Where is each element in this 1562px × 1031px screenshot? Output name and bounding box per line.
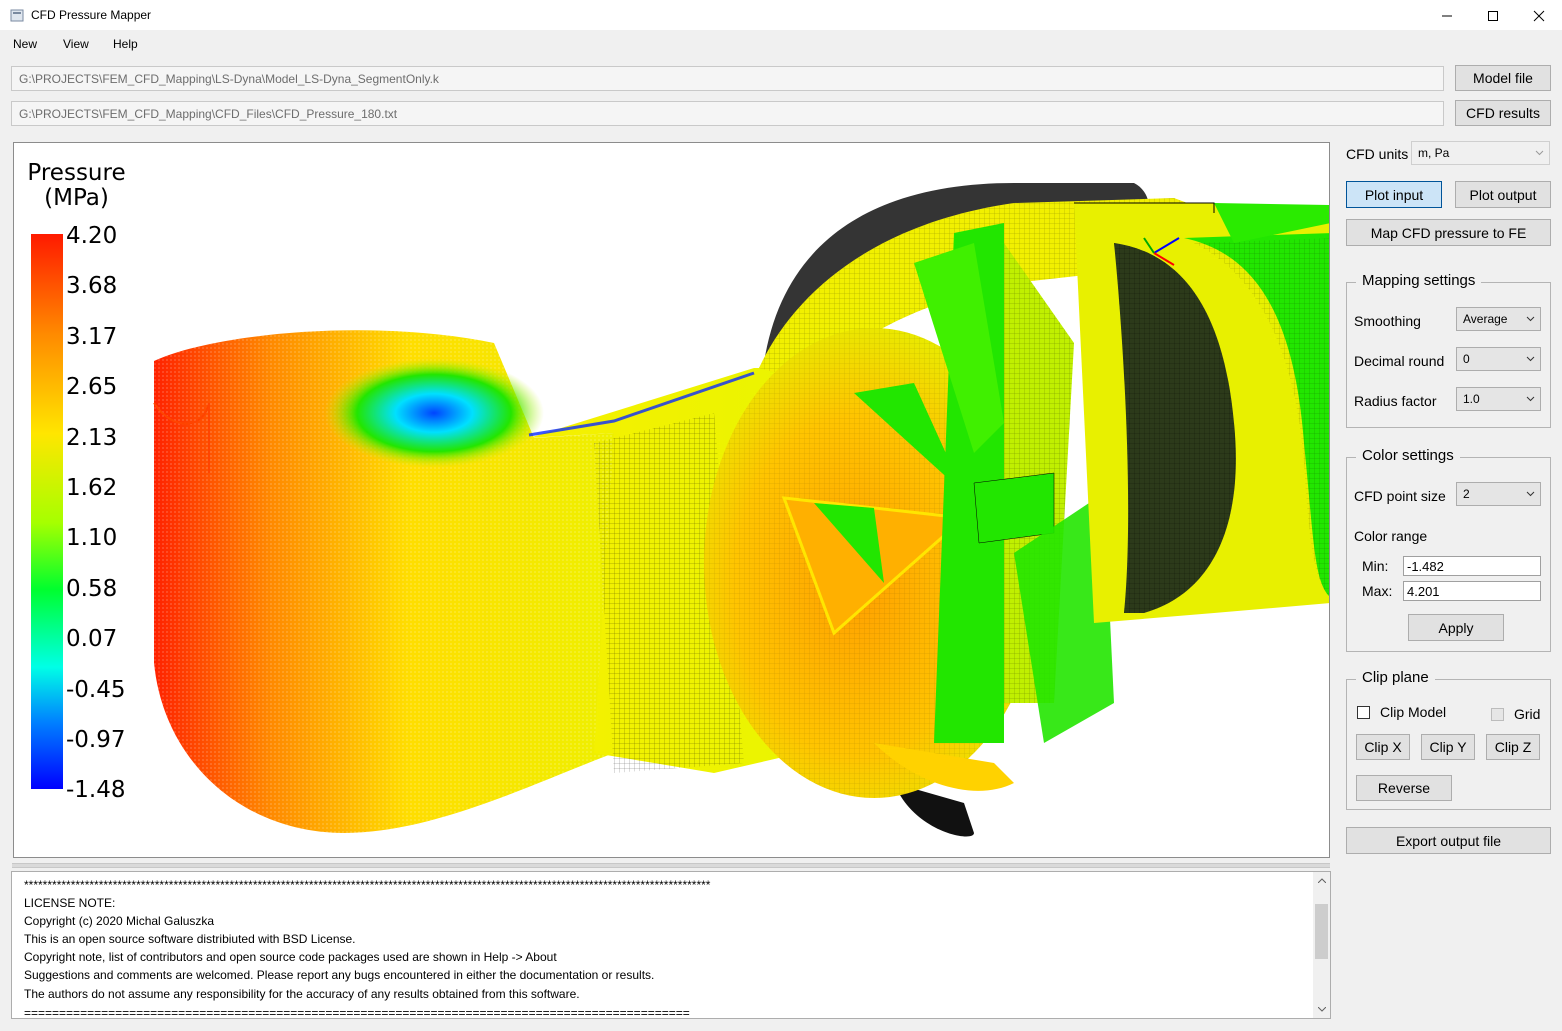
- decimal-round-value: 0: [1463, 352, 1470, 366]
- chevron-down-icon: [1526, 316, 1535, 322]
- menu-help[interactable]: Help: [113, 37, 138, 51]
- legend-tick-label: 2.13: [66, 424, 118, 451]
- log-line: The authors do not assume any responsibi…: [24, 987, 580, 1001]
- clip-x-button[interactable]: Clip X: [1356, 734, 1410, 760]
- radius-factor-label: Radius factor: [1354, 393, 1437, 409]
- mapping-settings-group: Mapping settings: [1346, 272, 1551, 428]
- cfd-file-path[interactable]: G:\PROJECTS\FEM_CFD_Mapping\CFD_Files\CF…: [11, 101, 1444, 126]
- menu-new[interactable]: New: [13, 37, 38, 51]
- legend-tick-label: 1.62: [66, 475, 118, 501]
- close-button[interactable]: [1516, 0, 1562, 31]
- chevron-down-icon: [1526, 396, 1535, 402]
- plot-output-button[interactable]: Plot output: [1455, 181, 1551, 208]
- plot-input-button[interactable]: Plot input: [1346, 181, 1442, 208]
- log-line: LICENSE NOTE:: [24, 896, 116, 910]
- splitter-handle[interactable]: [12, 863, 1330, 868]
- legend-tick-label: -1.48: [66, 777, 126, 804]
- reverse-button[interactable]: Reverse: [1356, 775, 1452, 801]
- menu-bar: New View Help: [0, 31, 1562, 57]
- point-size-label: CFD point size: [1354, 488, 1446, 504]
- legend-tick-label: 1.10: [66, 525, 118, 552]
- decimal-round-label: Decimal round: [1354, 353, 1445, 369]
- max-input[interactable]: 4.201: [1403, 581, 1541, 601]
- outlet-cone-mesh: [1074, 202, 1329, 623]
- smoothing-select[interactable]: Average: [1456, 307, 1541, 331]
- legend-tick-label: -0.45: [66, 676, 126, 703]
- chevron-down-icon: [1526, 356, 1535, 362]
- clip-model-checkbox[interactable]: [1357, 706, 1370, 719]
- cfd-units-label: CFD units: [1346, 146, 1409, 162]
- clip-model-label: Clip Model: [1380, 704, 1447, 720]
- cfd-units-select[interactable]: m, Pa: [1411, 141, 1550, 165]
- log-line: Suggestions and comments are welcomed. P…: [24, 968, 655, 982]
- export-output-button[interactable]: Export output file: [1346, 827, 1551, 854]
- point-size-value: 2: [1463, 487, 1470, 501]
- window-title: CFD Pressure Mapper: [31, 8, 152, 22]
- smoothing-value: Average: [1463, 312, 1508, 326]
- point-size-select[interactable]: 2: [1456, 482, 1541, 506]
- log-scrollbar[interactable]: [1313, 872, 1330, 1018]
- log-line: Copyright note, list of contributors and…: [24, 950, 557, 964]
- radius-factor-select[interactable]: 1.0: [1456, 387, 1541, 411]
- minimize-button[interactable]: [1424, 0, 1470, 31]
- turbine-blades: [874, 223, 1114, 791]
- axis-triad: [1143, 237, 1180, 266]
- maximize-icon: [1488, 10, 1498, 21]
- model-file-path[interactable]: G:\PROJECTS\FEM_CFD_Mapping\LS-Dyna\Mode…: [11, 66, 1444, 91]
- chevron-down-icon: [1526, 491, 1535, 497]
- legend-tick-label: 3.17: [66, 323, 118, 350]
- log-line: ========================================…: [24, 1006, 690, 1019]
- log-output[interactable]: ****************************************…: [11, 871, 1331, 1019]
- smoothing-label: Smoothing: [1354, 313, 1421, 329]
- log-line: ****************************************…: [24, 878, 711, 892]
- min-input[interactable]: -1.482: [1403, 556, 1541, 576]
- legend-tick-label: 2.65: [66, 374, 118, 401]
- log-line: Copyright (c) 2020 Michal Galuszka: [24, 914, 215, 928]
- pressure-colorbar: [31, 234, 63, 789]
- grid-label: Grid: [1514, 706, 1541, 722]
- cfd-results-button[interactable]: CFD results: [1455, 100, 1551, 126]
- scroll-thumb[interactable]: [1315, 904, 1328, 959]
- scroll-up-icon[interactable]: [1313, 872, 1330, 889]
- elbow-pipe-mesh: [153, 330, 614, 833]
- legend-tick-label: 0.07: [66, 626, 118, 653]
- color-settings-title: Color settings: [1356, 447, 1460, 464]
- legend-tick-label: -0.97: [66, 727, 126, 753]
- log-line: This is an open source software distribi…: [24, 932, 356, 946]
- clip-plane-group: Clip plane: [1346, 669, 1551, 810]
- app-icon: [10, 9, 24, 22]
- legend-tick-label: 0.58: [66, 575, 118, 602]
- chevron-down-icon: [1535, 150, 1544, 156]
- clip-z-button[interactable]: Clip Z: [1486, 734, 1540, 760]
- maximize-button[interactable]: [1470, 0, 1516, 31]
- radius-factor-value: 1.0: [1463, 392, 1480, 406]
- title-bar: CFD Pressure Mapper: [0, 0, 1562, 31]
- model-file-button[interactable]: Model file: [1455, 65, 1551, 91]
- legend-tick-label: 3.68: [66, 273, 118, 300]
- cfd-units-value: m, Pa: [1418, 146, 1450, 160]
- render-viewport[interactable]: Pressure (MPa) 4.20 3.68 3.17 2.65 2.13 1.62 1…: [13, 142, 1330, 858]
- map-pressure-button[interactable]: Map CFD pressure to FE: [1346, 219, 1551, 246]
- legend-tick-label: 4.20: [66, 223, 118, 249]
- mapping-settings-title: Mapping settings: [1356, 272, 1482, 289]
- color-settings-group: Color settings: [1346, 447, 1551, 652]
- close-icon: [1533, 10, 1545, 21]
- clip-plane-title: Clip plane: [1356, 669, 1435, 686]
- min-label: Min:: [1362, 558, 1389, 574]
- grid-checkbox[interactable]: [1491, 708, 1504, 721]
- minimize-icon: [1442, 15, 1452, 16]
- clip-y-button[interactable]: Clip Y: [1421, 734, 1475, 760]
- apply-button[interactable]: Apply: [1408, 614, 1504, 641]
- legend-title-line2: (MPa): [44, 185, 109, 211]
- pressure-model-render[interactable]: [14, 143, 1330, 858]
- max-label: Max:: [1362, 583, 1393, 599]
- menu-view[interactable]: View: [63, 37, 89, 51]
- color-range-label: Color range: [1354, 528, 1428, 544]
- decimal-round-select[interactable]: 0: [1456, 347, 1541, 371]
- scroll-down-icon[interactable]: [1313, 1001, 1330, 1018]
- legend-title-line1: Pressure: [27, 160, 126, 186]
